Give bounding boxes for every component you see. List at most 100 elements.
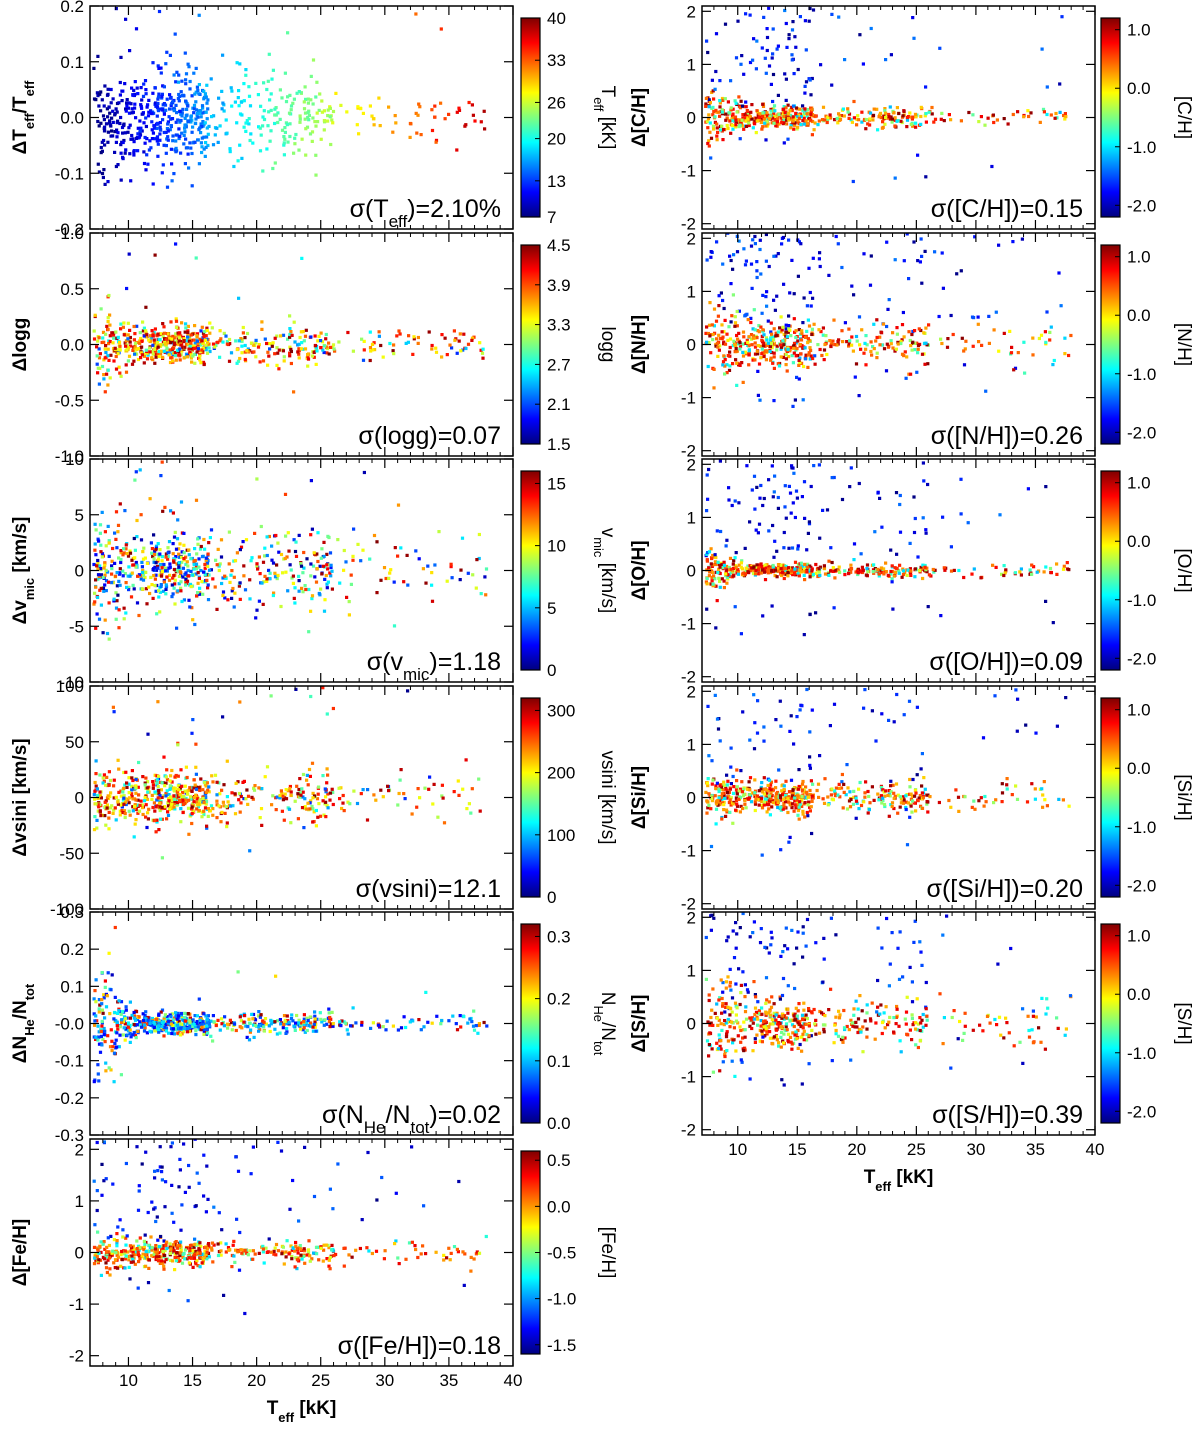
data-point: [220, 1022, 224, 1026]
data-point: [170, 1031, 174, 1036]
data-point: [201, 331, 206, 335]
data-point: [107, 580, 111, 584]
data-point: [179, 151, 183, 155]
data-point: [185, 579, 190, 583]
y-tick-label: -0.5: [55, 391, 84, 410]
data-point: [262, 580, 266, 584]
data-point: [322, 350, 326, 355]
data-point: [188, 79, 192, 84]
data-point: [145, 1031, 149, 1035]
data-point: [194, 572, 198, 576]
ch-scatter-points: [704, 6, 1068, 184]
data-point: [107, 1243, 111, 1248]
data-point: [325, 804, 329, 808]
data-point: [207, 541, 211, 545]
data-point: [148, 139, 152, 143]
data-point: [106, 383, 110, 387]
data-point: [198, 337, 202, 341]
data-point: [180, 114, 184, 118]
data-point: [127, 101, 131, 105]
data-point: [269, 129, 273, 133]
data-point: [135, 136, 139, 140]
data-point: [172, 172, 176, 176]
data-point: [113, 130, 117, 134]
data-point: [169, 124, 173, 128]
data-point: [152, 1027, 156, 1031]
data-point: [219, 538, 224, 542]
data-point: [198, 586, 202, 590]
data-point: [257, 786, 261, 790]
data-point: [265, 341, 269, 346]
data-point: [101, 1037, 105, 1041]
data-point: [384, 576, 388, 581]
data-point: [131, 137, 135, 141]
data-point: [229, 573, 233, 577]
data-point: [136, 1253, 140, 1257]
data-point: [461, 1250, 465, 1254]
x-tick-label: 40: [504, 1371, 523, 1390]
data-point: [94, 578, 98, 582]
data-point: [123, 783, 127, 787]
data-point: [144, 116, 148, 120]
data-point: [194, 1249, 198, 1253]
data-point: [326, 792, 330, 796]
data-point: [281, 1245, 285, 1249]
data-point: [235, 551, 239, 555]
data-point: [328, 1015, 332, 1020]
data-point: [299, 564, 304, 568]
data-point: [206, 107, 210, 111]
data-point: [152, 574, 156, 578]
data-point: [200, 579, 204, 584]
data-point: [155, 818, 159, 822]
data-point: [331, 121, 335, 125]
data-point: [330, 569, 334, 573]
data-point: [100, 98, 104, 102]
data-point: [143, 781, 147, 785]
data-point: [177, 340, 181, 344]
data-point: [232, 1239, 236, 1243]
data-point: [434, 140, 438, 144]
data-point: [92, 1179, 96, 1183]
data-point: [193, 140, 197, 144]
data-point: [178, 1168, 182, 1172]
data-point: [195, 1243, 200, 1247]
data-point: [190, 360, 194, 364]
data-point: [96, 1038, 100, 1042]
data-point: [466, 571, 470, 575]
data-point: [205, 328, 209, 333]
data-point: [100, 1019, 104, 1023]
data-point: [107, 1256, 111, 1260]
data-point: [115, 1024, 119, 1028]
data-point: [170, 117, 175, 121]
data-point: [414, 111, 418, 115]
data-point: [149, 146, 153, 150]
data-point: [153, 809, 157, 813]
data-point: [258, 1024, 262, 1028]
data-point: [302, 1254, 306, 1258]
data-point: [227, 562, 231, 566]
data-point: [283, 137, 287, 141]
data-point: [118, 1218, 122, 1222]
data-point: [168, 562, 172, 566]
data-point: [182, 339, 186, 343]
data-point: [154, 101, 158, 105]
data-point: [145, 786, 149, 790]
data-point: [222, 804, 226, 808]
data-point: [169, 117, 173, 121]
data-point: [301, 772, 306, 777]
data-point: [197, 1027, 201, 1031]
vmic-colorbar: [520, 470, 541, 671]
data-point: [138, 133, 143, 137]
data-point: [157, 589, 161, 593]
data-point: [186, 1012, 190, 1016]
data-point: [111, 1249, 115, 1253]
data-point: [354, 1021, 358, 1025]
data-point: [211, 577, 215, 581]
data-point: [167, 807, 171, 812]
data-point: [154, 1257, 158, 1262]
data-point: [198, 798, 202, 802]
data-point: [342, 1264, 346, 1268]
data-point: [426, 564, 430, 568]
data-point: [125, 286, 129, 291]
data-point: [116, 1225, 120, 1229]
